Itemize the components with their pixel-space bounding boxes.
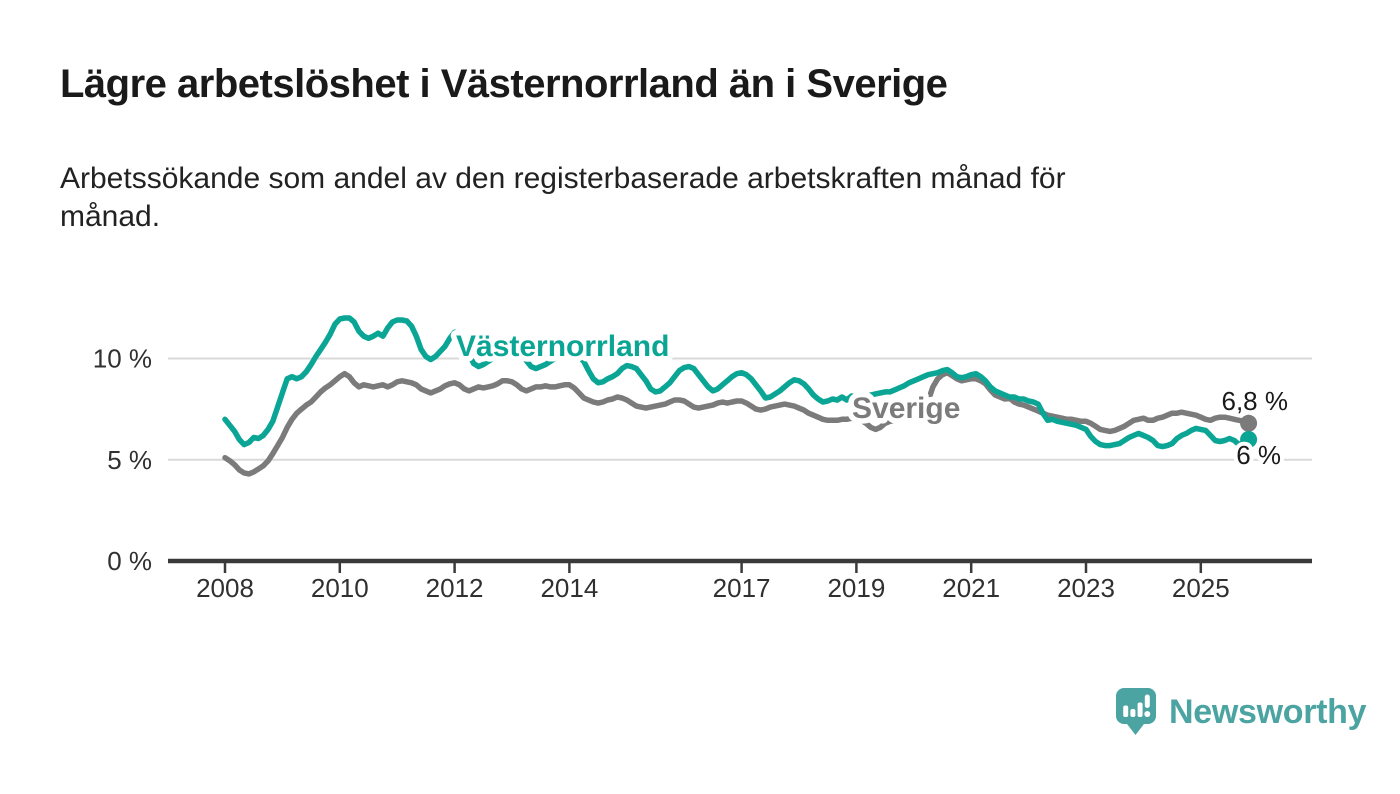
x-axis-ticks: 2008 2010 2012 2014 2017 2019 2021 2023 2025 xyxy=(196,563,1230,603)
y-axis-tick-label: 0 % xyxy=(107,546,152,576)
vasternorrland-end-value-label: 6 % xyxy=(1236,440,1281,470)
sverige-end-dot xyxy=(1240,414,1258,432)
x-axis-tick-label: 2017 xyxy=(713,573,771,603)
series-label-sverige: Sverige xyxy=(852,392,960,425)
speech-bubble-shape xyxy=(1116,688,1156,735)
chart-subtitle: Arbetssökande som andel av den registerb… xyxy=(60,160,1066,236)
x-axis-tick-label: 2021 xyxy=(942,573,1000,603)
sverige-end-value-label: 6,8 % xyxy=(1222,386,1289,416)
chart-title: Lägre arbetslöshet i Västernorrland än i… xyxy=(60,62,948,106)
y-axis-tick-label: 5 % xyxy=(107,445,152,475)
x-axis-tick-label: 2010 xyxy=(311,573,369,603)
x-axis-tick-label: 2008 xyxy=(196,573,254,603)
vasternorrland-line xyxy=(222,315,1252,450)
y-axis-labels: 0 % 5 % 10 % xyxy=(93,344,152,577)
chart-subtitle-line1: Arbetssökande som andel av den registerb… xyxy=(60,162,1066,195)
series-label-vasternorrland: Västernorrland xyxy=(456,330,669,363)
bar-chart-glyph xyxy=(1123,694,1151,717)
vasternorrland-end-dot xyxy=(1240,431,1258,448)
brand-name: Newsworthy xyxy=(1169,693,1367,731)
x-axis-tick-label: 2014 xyxy=(540,573,598,603)
gridlines xyxy=(168,357,1312,461)
newsworthy-brand: Newsworthy xyxy=(1116,688,1367,737)
x-axis-tick-label: 2025 xyxy=(1172,573,1230,603)
chart-subtitle-line2: månad. xyxy=(60,200,161,233)
y-axis-tick-label: 10 % xyxy=(93,344,152,374)
x-axis-tick-label: 2023 xyxy=(1057,573,1115,603)
sverige-line xyxy=(222,369,1252,477)
x-axis-tick-label: 2019 xyxy=(827,573,885,603)
x-axis-tick-label: 2012 xyxy=(426,573,484,603)
newsworthy-logo-icon xyxy=(1116,688,1156,735)
